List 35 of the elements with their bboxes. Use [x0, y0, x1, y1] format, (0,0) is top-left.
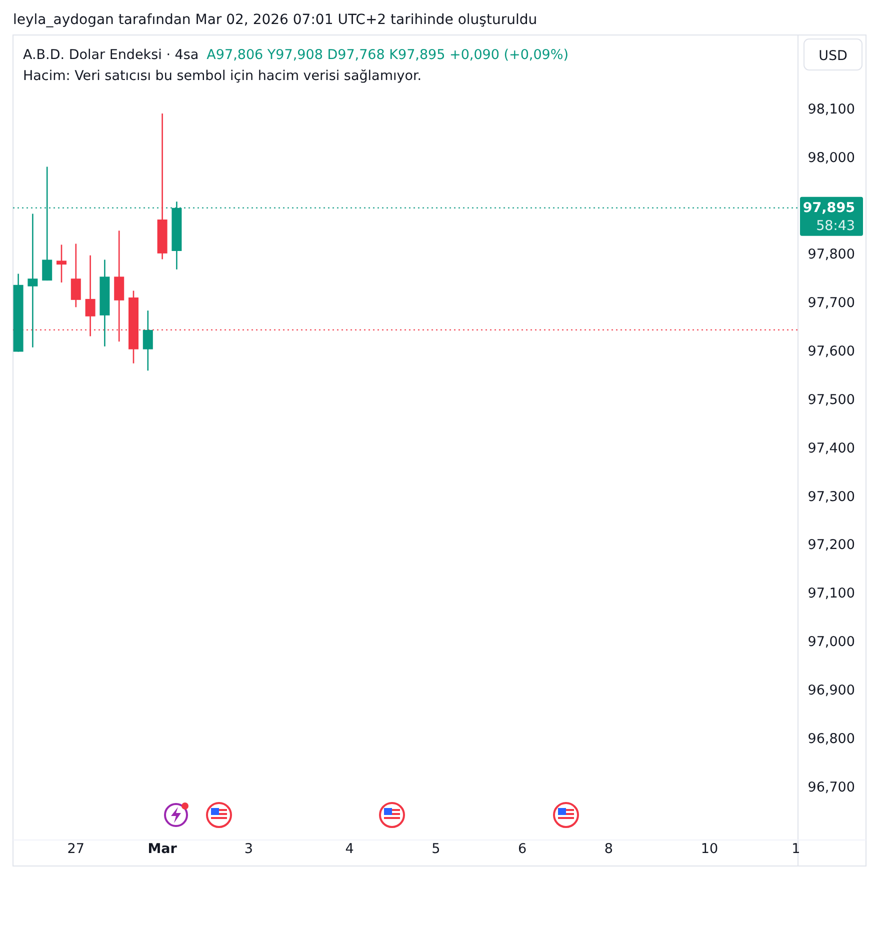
candlestick [56, 244, 66, 284]
x-tick-label: 5 [432, 841, 440, 857]
currency-button: USD [804, 38, 862, 70]
y-tick-label: 97,800 [808, 246, 855, 263]
text: A97,806 Y97,908 D97,768 K97,895 +0,090 (+0,09%) [206, 47, 568, 63]
x-tick-label: 6 [518, 841, 527, 857]
y-tick-label: 96,900 [808, 682, 855, 698]
x-tick-label: 3 [244, 841, 253, 857]
annotation: Hacim: Veri satıcısı bu sembol için hacim verisi sağlamıyor. [23, 68, 422, 84]
ref-line-label: 97,895 [802, 200, 855, 216]
y-tick-label: 98,100 [808, 101, 855, 118]
y-tick-label: 97,500 [808, 392, 855, 408]
x-tick-label: 10 [700, 841, 718, 857]
candlestick [85, 254, 96, 337]
y-tick-label: 97,400 [808, 440, 855, 456]
text: 58:43 [816, 218, 855, 234]
y-tick-label: 96,700 [808, 779, 855, 796]
x-tick-label: 1 [792, 841, 800, 857]
y-tick-label: 97,100 [808, 586, 855, 602]
y-tick-label: 97,000 [808, 634, 855, 650]
x-tick-label: 4 [345, 841, 354, 857]
x-tick-label: Mar [148, 841, 178, 857]
candlestick [70, 243, 81, 308]
x-tick-label: 8 [604, 841, 613, 857]
y-tick-label: 98,000 [808, 150, 855, 166]
y-tick-label: 97,300 [808, 488, 855, 505]
candlestick [28, 213, 38, 348]
y-tick-label: 96,800 [808, 730, 855, 747]
text: leyla_aydogan tarafından Mar 02, 2026 07:01 UTC+2 tarihinde oluşturuldu [13, 12, 538, 28]
x-tick-label: 27 [67, 841, 84, 857]
candlestick [142, 310, 153, 372]
y-tick-label: 97,200 [808, 537, 855, 554]
y-tick-label: 97,600 [808, 343, 855, 360]
text: A.B.D. Dolar Endeksi · 4sa [23, 47, 199, 63]
y-tick-label: 97,700 [808, 295, 855, 312]
